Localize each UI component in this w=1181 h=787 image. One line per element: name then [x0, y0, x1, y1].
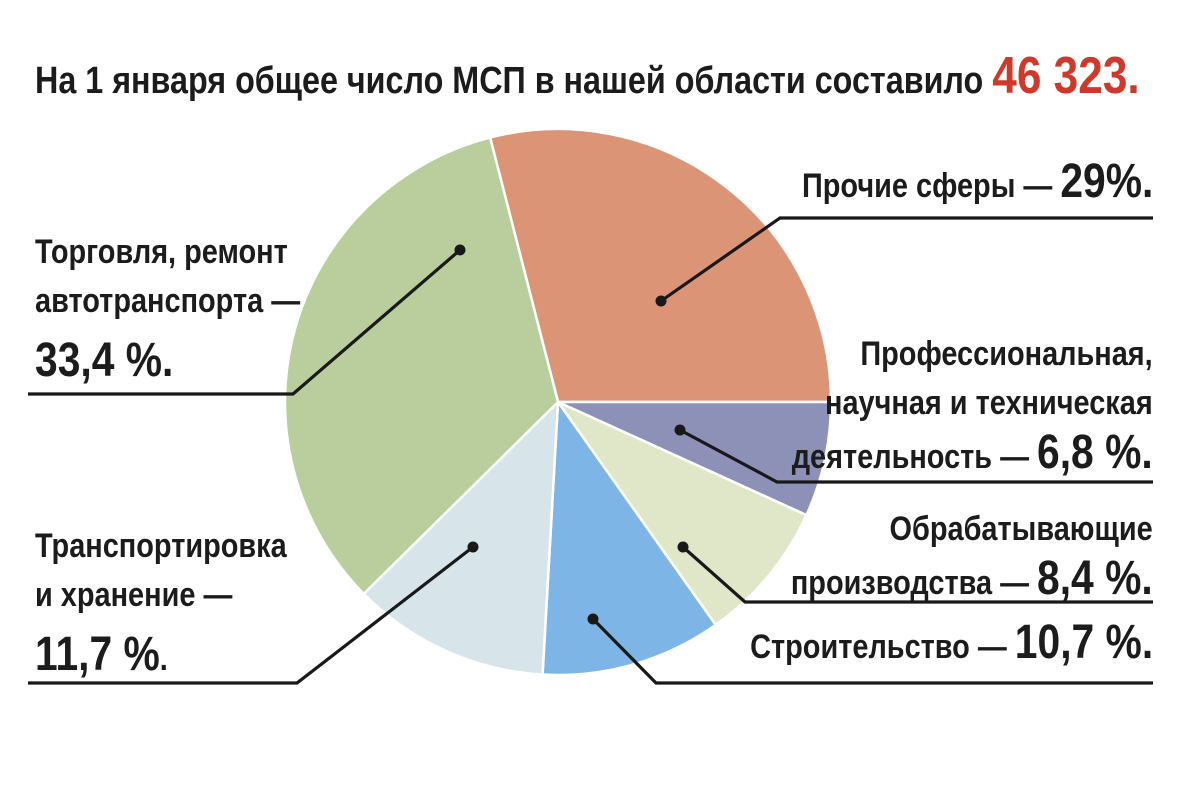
leader-dot-construction — [587, 613, 599, 625]
callout-manufacturing-value: 8,4 %. — [1037, 552, 1153, 605]
leader-dot-transport — [467, 541, 479, 553]
callout-transport-value-line: 11,7 %. — [35, 630, 287, 684]
callout-manufacturing-line1: Обрабатывающие — [889, 510, 1153, 548]
pie-slice-professional — [556, 400, 833, 517]
pie-slice-trade — [283, 136, 560, 596]
pie-slice-other — [488, 127, 833, 404]
callout-trade: Торговля, ремонт автотранспорта — 33,4 %… — [35, 228, 300, 390]
callout-professional-value: 6,8 %. — [1037, 426, 1153, 479]
callout-construction-value: 10,7 %. — [1014, 616, 1153, 669]
callout-professional-line2: научная и техническая — [825, 384, 1153, 422]
callout-other: Прочие сферы — 29%. — [802, 157, 1153, 211]
callout-transport-line1: Транспортировка — [35, 527, 287, 565]
callout-construction-label: Строительство — 10,7 %. — [749, 616, 1153, 669]
callout-transport: Транспортировка и хранение — 11,7 %. — [35, 522, 287, 684]
callout-transport-value: 11,7 % — [35, 628, 160, 681]
callout-trade-value: 33,4 %. — [35, 334, 174, 387]
callout-manufacturing-line2: производства — 8,4 %. — [791, 552, 1153, 605]
leader-line-manufacturing — [681, 545, 1153, 604]
leader-line-transport — [28, 545, 474, 685]
leader-line-construction — [591, 617, 1153, 685]
callout-trade-value-line: 33,4 %. — [35, 336, 300, 390]
callout-manufacturing: Обрабатывающие производства — 8,4 %. — [791, 505, 1153, 608]
leader-dot-professional — [674, 424, 686, 436]
callout-transport-line2: и хранение — — [35, 576, 233, 614]
leader-lines — [28, 216, 1153, 685]
callout-trade-line1: Торговля, ремонт — [35, 233, 288, 271]
callout-professional-line3: деятельность — 6,8 %. — [792, 426, 1153, 479]
pie-slice-transport — [362, 400, 560, 676]
leader-line-other — [660, 216, 1153, 303]
callout-construction: Строительство — 10,7 %. — [750, 618, 1153, 672]
leader-dot-other — [655, 295, 667, 307]
leader-dot-trade — [454, 244, 466, 256]
callout-other-label: Прочие сферы — 29%. — [801, 155, 1153, 208]
pie-slices — [283, 127, 833, 677]
callout-professional: Профессиональная, научная и техническая … — [792, 330, 1153, 482]
leader-line-professional — [679, 428, 1153, 484]
callout-other-value: 29%. — [1060, 155, 1153, 208]
callout-transport-value-suffix: . — [159, 640, 168, 678]
pie-slice-manufacturing — [556, 400, 808, 627]
page-title: На 1 января общее число МСП в нашей обла… — [35, 50, 1140, 107]
callout-professional-line1: Профессиональная, — [860, 335, 1153, 373]
leader-line-trade — [28, 248, 462, 396]
headline-text: На 1 января общее число МСП в нашей обла… — [35, 60, 984, 102]
leader-dot-manufacturing — [677, 541, 689, 553]
callout-trade-line2: автотранспорта — — [35, 282, 301, 320]
headline-total-number: 46 323. — [992, 47, 1140, 105]
pie-slice-construction — [541, 400, 717, 677]
leader-dots — [454, 244, 689, 625]
